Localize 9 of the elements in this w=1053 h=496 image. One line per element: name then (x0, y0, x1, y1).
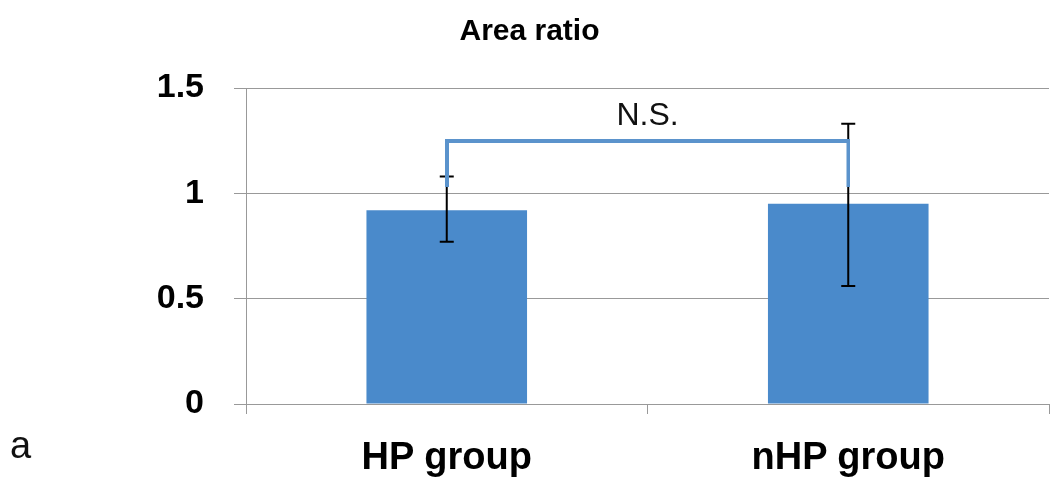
y-tick-label: 0.5 (156, 277, 204, 316)
text: a (10, 424, 32, 467)
x-tick-label: HP group (361, 435, 532, 478)
annotation: N.S. (616, 95, 679, 133)
y-tick-label: 1.5 (156, 66, 204, 105)
y-tick-label: 0 (185, 382, 204, 421)
y-tick-label: 1 (185, 171, 204, 210)
chart-title: Area ratio (459, 13, 600, 47)
x-tick-label: nHP group (751, 435, 946, 478)
